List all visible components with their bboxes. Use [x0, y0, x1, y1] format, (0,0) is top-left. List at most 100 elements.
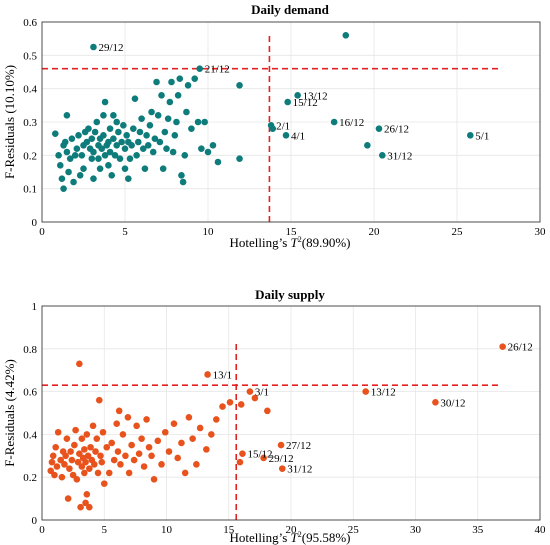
x-tick-label: 5: [122, 226, 128, 238]
data-point: [164, 115, 172, 122]
x-tick-label: 5: [102, 524, 108, 536]
data-point: [183, 108, 190, 116]
point-label: 31/12: [387, 150, 412, 162]
data-point: [73, 145, 81, 152]
data-point: [123, 132, 130, 139]
data-point: [499, 343, 506, 350]
data-point: [111, 152, 119, 159]
data-point: [49, 452, 57, 460]
data-point: [66, 155, 74, 162]
data-point: [64, 495, 72, 502]
data-point: [60, 185, 67, 192]
plot-frame: [41, 21, 541, 223]
x-axis-label: Hotelling’s T2(95.58%): [229, 530, 350, 545]
data-point: [76, 172, 84, 179]
data-point: [101, 98, 109, 106]
y-tick-label: 0: [32, 217, 38, 229]
x-tick-labels: 0 5 10 15 20 25 30: [39, 226, 546, 238]
data-point: [90, 148, 97, 156]
point-label: 26/12: [384, 124, 409, 136]
x-tick-label: 40: [535, 524, 547, 536]
point-label: 13/1: [213, 369, 233, 381]
data-point: [71, 152, 79, 159]
data-point: [148, 452, 155, 460]
x-tick-labels: 0 5 10 15 20 25 30 35 40: [39, 524, 546, 536]
data-point: [128, 441, 135, 449]
data-point: [171, 132, 179, 139]
data-point: [149, 148, 157, 156]
x-tick-label: 25: [348, 524, 360, 536]
data-point: [98, 145, 106, 152]
data-point: [294, 92, 301, 99]
data-point: [184, 82, 192, 89]
y-axis-label: F-Residuals (4.42%): [2, 359, 17, 467]
data-point: [277, 441, 285, 449]
data-point: [53, 463, 61, 470]
data-point: [105, 138, 112, 146]
x-tick-label: 25: [452, 226, 464, 238]
data-point: [82, 458, 89, 466]
data-point: [196, 65, 203, 72]
data-point: [135, 450, 143, 457]
data-point: [136, 128, 144, 136]
data-point: [55, 152, 62, 159]
control-limits: [42, 344, 502, 520]
x-tick-label: 10: [161, 524, 173, 536]
data-point: [282, 132, 290, 139]
data-point: [69, 471, 77, 479]
data-point: [170, 420, 178, 428]
data-point: [78, 435, 86, 442]
point-label: 30/12: [440, 397, 465, 409]
data-point: [90, 175, 97, 182]
data-point: [189, 435, 196, 442]
y-axis-label: F-Residuals (10.10%): [2, 65, 17, 179]
data-point: [284, 98, 291, 106]
y-tick-label: 0.2: [23, 150, 37, 162]
data-point: [77, 503, 84, 511]
y-tick-label: 0.1: [23, 184, 37, 196]
point-label: 3/1: [255, 387, 269, 399]
data-point: [178, 172, 185, 179]
data-point: [126, 155, 134, 162]
data-point: [110, 112, 117, 119]
data-point: [131, 95, 139, 102]
data-point: [145, 443, 153, 451]
data-point: [214, 158, 222, 166]
data-point: [330, 118, 338, 126]
data-point: [161, 428, 169, 436]
data-point: [130, 125, 137, 132]
data-point: [181, 152, 189, 159]
point-label: 16/12: [339, 117, 364, 129]
data-point: [148, 108, 155, 116]
data-point: [134, 138, 142, 146]
data-point: [105, 469, 113, 477]
point-label: 4/1: [291, 130, 305, 142]
data-point: [236, 458, 244, 466]
data-point: [120, 122, 127, 129]
data-point: [208, 431, 215, 438]
data-point: [116, 155, 124, 162]
data-point: [89, 422, 97, 430]
data-point: [191, 75, 199, 82]
data-point: [85, 125, 92, 132]
point-label: 29/12: [269, 453, 294, 465]
data-point: [219, 403, 226, 410]
data-point: [90, 461, 98, 468]
data-point: [72, 426, 79, 434]
data-point: [165, 448, 173, 455]
data-point: [91, 128, 99, 136]
data-point: [108, 172, 116, 179]
data-point: [93, 435, 101, 442]
data-point: [51, 130, 59, 137]
data-point: [82, 499, 89, 507]
data-point: [154, 437, 162, 445]
data-point: [181, 469, 189, 477]
data-point: [125, 469, 133, 477]
data-point: [251, 394, 259, 402]
data-point: [100, 132, 107, 139]
point-label: 13/12: [303, 90, 328, 102]
data-point: [209, 142, 217, 149]
data-point: [151, 135, 159, 142]
data-point: [125, 175, 132, 182]
